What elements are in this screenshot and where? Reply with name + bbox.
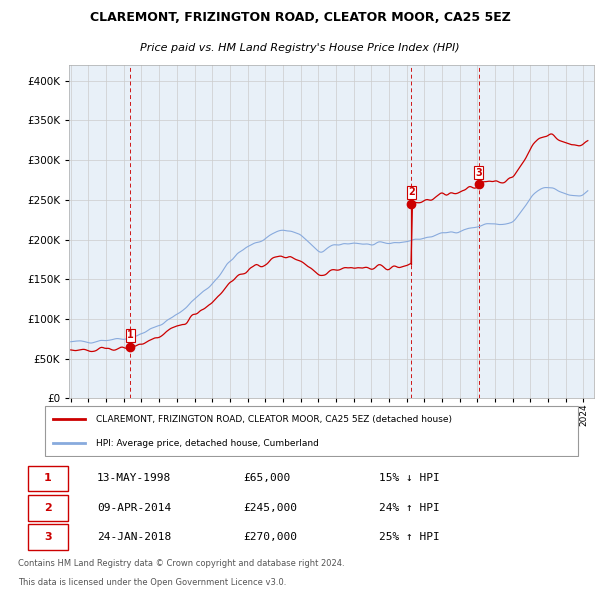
Text: 1: 1	[44, 474, 52, 483]
Text: 2: 2	[408, 188, 415, 198]
Text: 15% ↓ HPI: 15% ↓ HPI	[379, 474, 440, 483]
FancyBboxPatch shape	[28, 466, 68, 491]
Text: 13-MAY-1998: 13-MAY-1998	[97, 474, 171, 483]
Text: 09-APR-2014: 09-APR-2014	[97, 503, 171, 513]
Text: 3: 3	[475, 168, 482, 178]
Text: 24-JAN-2018: 24-JAN-2018	[97, 532, 171, 542]
FancyBboxPatch shape	[45, 407, 578, 456]
Text: HPI: Average price, detached house, Cumberland: HPI: Average price, detached house, Cumb…	[96, 439, 319, 448]
Text: 25% ↑ HPI: 25% ↑ HPI	[379, 532, 440, 542]
Text: Contains HM Land Registry data © Crown copyright and database right 2024.: Contains HM Land Registry data © Crown c…	[18, 559, 344, 568]
Text: £65,000: £65,000	[244, 474, 291, 483]
Text: £245,000: £245,000	[244, 503, 298, 513]
Text: 24% ↑ HPI: 24% ↑ HPI	[379, 503, 440, 513]
FancyBboxPatch shape	[28, 495, 68, 520]
Text: £270,000: £270,000	[244, 532, 298, 542]
Text: 3: 3	[44, 532, 52, 542]
FancyBboxPatch shape	[28, 524, 68, 550]
Text: 1: 1	[127, 330, 134, 340]
Text: 2: 2	[44, 503, 52, 513]
Text: CLAREMONT, FRIZINGTON ROAD, CLEATOR MOOR, CA25 5EZ: CLAREMONT, FRIZINGTON ROAD, CLEATOR MOOR…	[89, 11, 511, 24]
Text: Price paid vs. HM Land Registry's House Price Index (HPI): Price paid vs. HM Land Registry's House …	[140, 43, 460, 53]
Text: CLAREMONT, FRIZINGTON ROAD, CLEATOR MOOR, CA25 5EZ (detached house): CLAREMONT, FRIZINGTON ROAD, CLEATOR MOOR…	[96, 415, 452, 424]
Text: This data is licensed under the Open Government Licence v3.0.: This data is licensed under the Open Gov…	[18, 578, 286, 587]
